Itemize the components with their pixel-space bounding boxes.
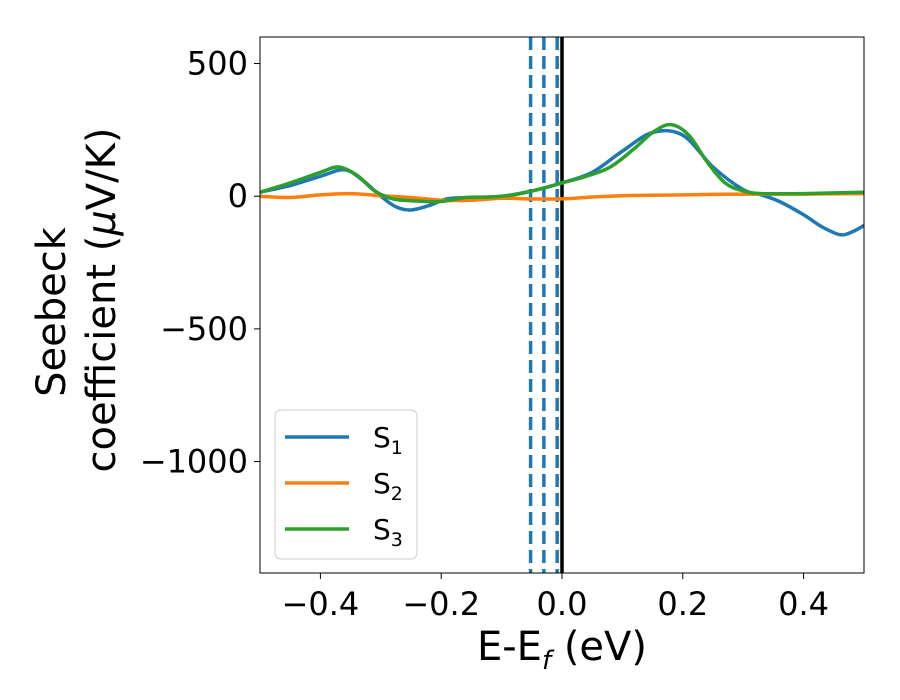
legend-label-s3: S3 — [373, 513, 403, 551]
x-tick-label: −0.2 — [402, 585, 480, 623]
series-line-s3 — [260, 122, 864, 204]
series-line-s2 — [260, 191, 864, 203]
y-tick-label: −500 — [160, 310, 248, 348]
x-tick-label: −0.4 — [282, 585, 360, 623]
y-tick-label: 500 — [187, 45, 248, 83]
y-axis-label-line1: Seebeck — [29, 226, 75, 397]
x-tick-label: 0.4 — [778, 585, 829, 623]
x-axis: −0.4 −0.2 0.0 0.2 0.4 — [282, 573, 829, 623]
y-axis: 500 0 −500 −1000 — [140, 45, 260, 481]
x-tick-label: 0.2 — [657, 585, 708, 623]
legend-label-s2: S2 — [373, 467, 403, 505]
y-axis-label: Seebeck coefficient (μV/K) — [29, 128, 125, 473]
y-axis-label-line2: coefficient (μV/K) — [79, 128, 125, 473]
legend: S1 S2 S3 — [274, 409, 418, 560]
reference-lines — [528, 37, 564, 573]
y-tick-label: 0 — [228, 177, 248, 215]
series-lines — [260, 122, 864, 237]
x-axis-label: E-Ef (eV) — [477, 624, 647, 676]
x-tick-label: 0.0 — [537, 585, 588, 623]
legend-label-s1: S1 — [373, 421, 403, 459]
y-tick-label: −1000 — [140, 443, 248, 481]
